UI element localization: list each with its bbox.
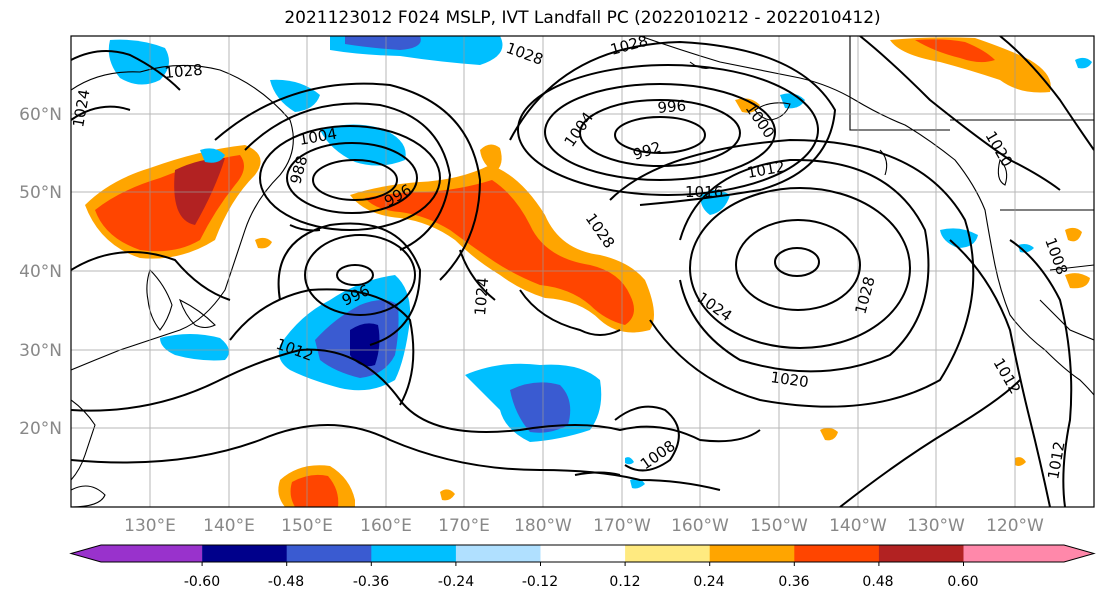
colorbar-swatch: [625, 545, 711, 562]
lon-label: 160°W: [671, 516, 729, 536]
lon-label: 180°W: [514, 516, 572, 536]
isobar-label: 1024: [69, 88, 93, 129]
colorbar-tick-labels: -0.60 -0.48 -0.36 -0.24 -0.12 0.12 0.24 …: [184, 574, 979, 590]
lon-label: 130°E: [124, 516, 176, 536]
lat-label: 20°N: [19, 419, 62, 439]
colorbar-outline: [69, 544, 1096, 563]
lon-label: 150°E: [281, 516, 333, 536]
map-title: 2021123012 F024 MSLP, IVT Landfall PC (2…: [284, 8, 881, 28]
ivt-negative-shading: [108, 36, 1092, 489]
lat-label: 40°N: [19, 262, 62, 282]
colorbar-swatch: [709, 545, 795, 562]
isobar-label: 1016: [685, 183, 723, 201]
lon-label: 130°W: [907, 516, 965, 536]
colorbar-tick-label: -0.36: [353, 574, 389, 590]
colorbar-swatch: [286, 545, 372, 562]
lat-label: 60°N: [19, 105, 62, 125]
lon-label: 160°E: [360, 516, 412, 536]
colorbar-swatch: [963, 545, 1094, 562]
colorbar-tick-label: 0.60: [947, 574, 978, 590]
ivt-positive-shading: [85, 37, 1090, 507]
colorbar-tick-label: -0.24: [438, 574, 474, 590]
colorbar-tick-label: 0.24: [693, 574, 724, 590]
lon-label: 140°W: [829, 516, 887, 536]
lat-label: 30°N: [19, 341, 62, 361]
colorbar-swatches: [69, 544, 1096, 563]
colorbar-swatch: [371, 545, 457, 562]
map-frame: [70, 35, 1095, 508]
gridlines: [71, 36, 1094, 507]
lon-label: 120°W: [986, 516, 1044, 536]
isobar-label: 1028: [164, 61, 204, 82]
isobar-label: 1020: [769, 368, 809, 391]
lon-label: 170°W: [593, 516, 651, 536]
colorbar-tick-label: 0.12: [609, 574, 640, 590]
latitude-labels: 60°N 50°N 40°N 30°N 20°N: [19, 105, 62, 439]
colorbar-tick-label: -0.60: [184, 574, 220, 590]
lat-label: 50°N: [19, 183, 62, 203]
lon-label: 150°W: [750, 516, 808, 536]
colorbar-swatch: [878, 545, 964, 562]
colorbar-swatch: [794, 545, 880, 562]
colorbar-swatch: [455, 545, 541, 562]
colorbar-tick-label: 0.36: [778, 574, 809, 590]
mslp-isobars: [71, 36, 1094, 507]
colorbar-swatch: [540, 545, 626, 562]
colorbar: -0.60 -0.48 -0.36 -0.24 -0.12 0.12 0.24 …: [69, 544, 1096, 590]
lon-label: 170°E: [438, 516, 490, 536]
map-content: 1024 1028 1028 1028 988 996 1004 1004 99…: [69, 36, 1094, 507]
isobar-label: 996: [657, 97, 687, 117]
colorbar-tick-label: 0.48: [862, 574, 893, 590]
longitude-labels: 130°E 140°E 150°E 160°E 170°E 180°W 170°…: [124, 516, 1044, 536]
colorbar-tick-label: -0.48: [268, 574, 304, 590]
map-panel: 1024 1028 1028 1028 988 996 1004 1004 99…: [69, 35, 1095, 508]
lon-label: 140°E: [203, 516, 255, 536]
isobar-label: 1024: [471, 277, 492, 317]
colorbar-swatch: [71, 545, 203, 562]
colorbar-swatch: [202, 545, 288, 562]
colorbar-ticks: [201, 562, 964, 566]
colorbar-tick-label: -0.12: [522, 574, 558, 590]
